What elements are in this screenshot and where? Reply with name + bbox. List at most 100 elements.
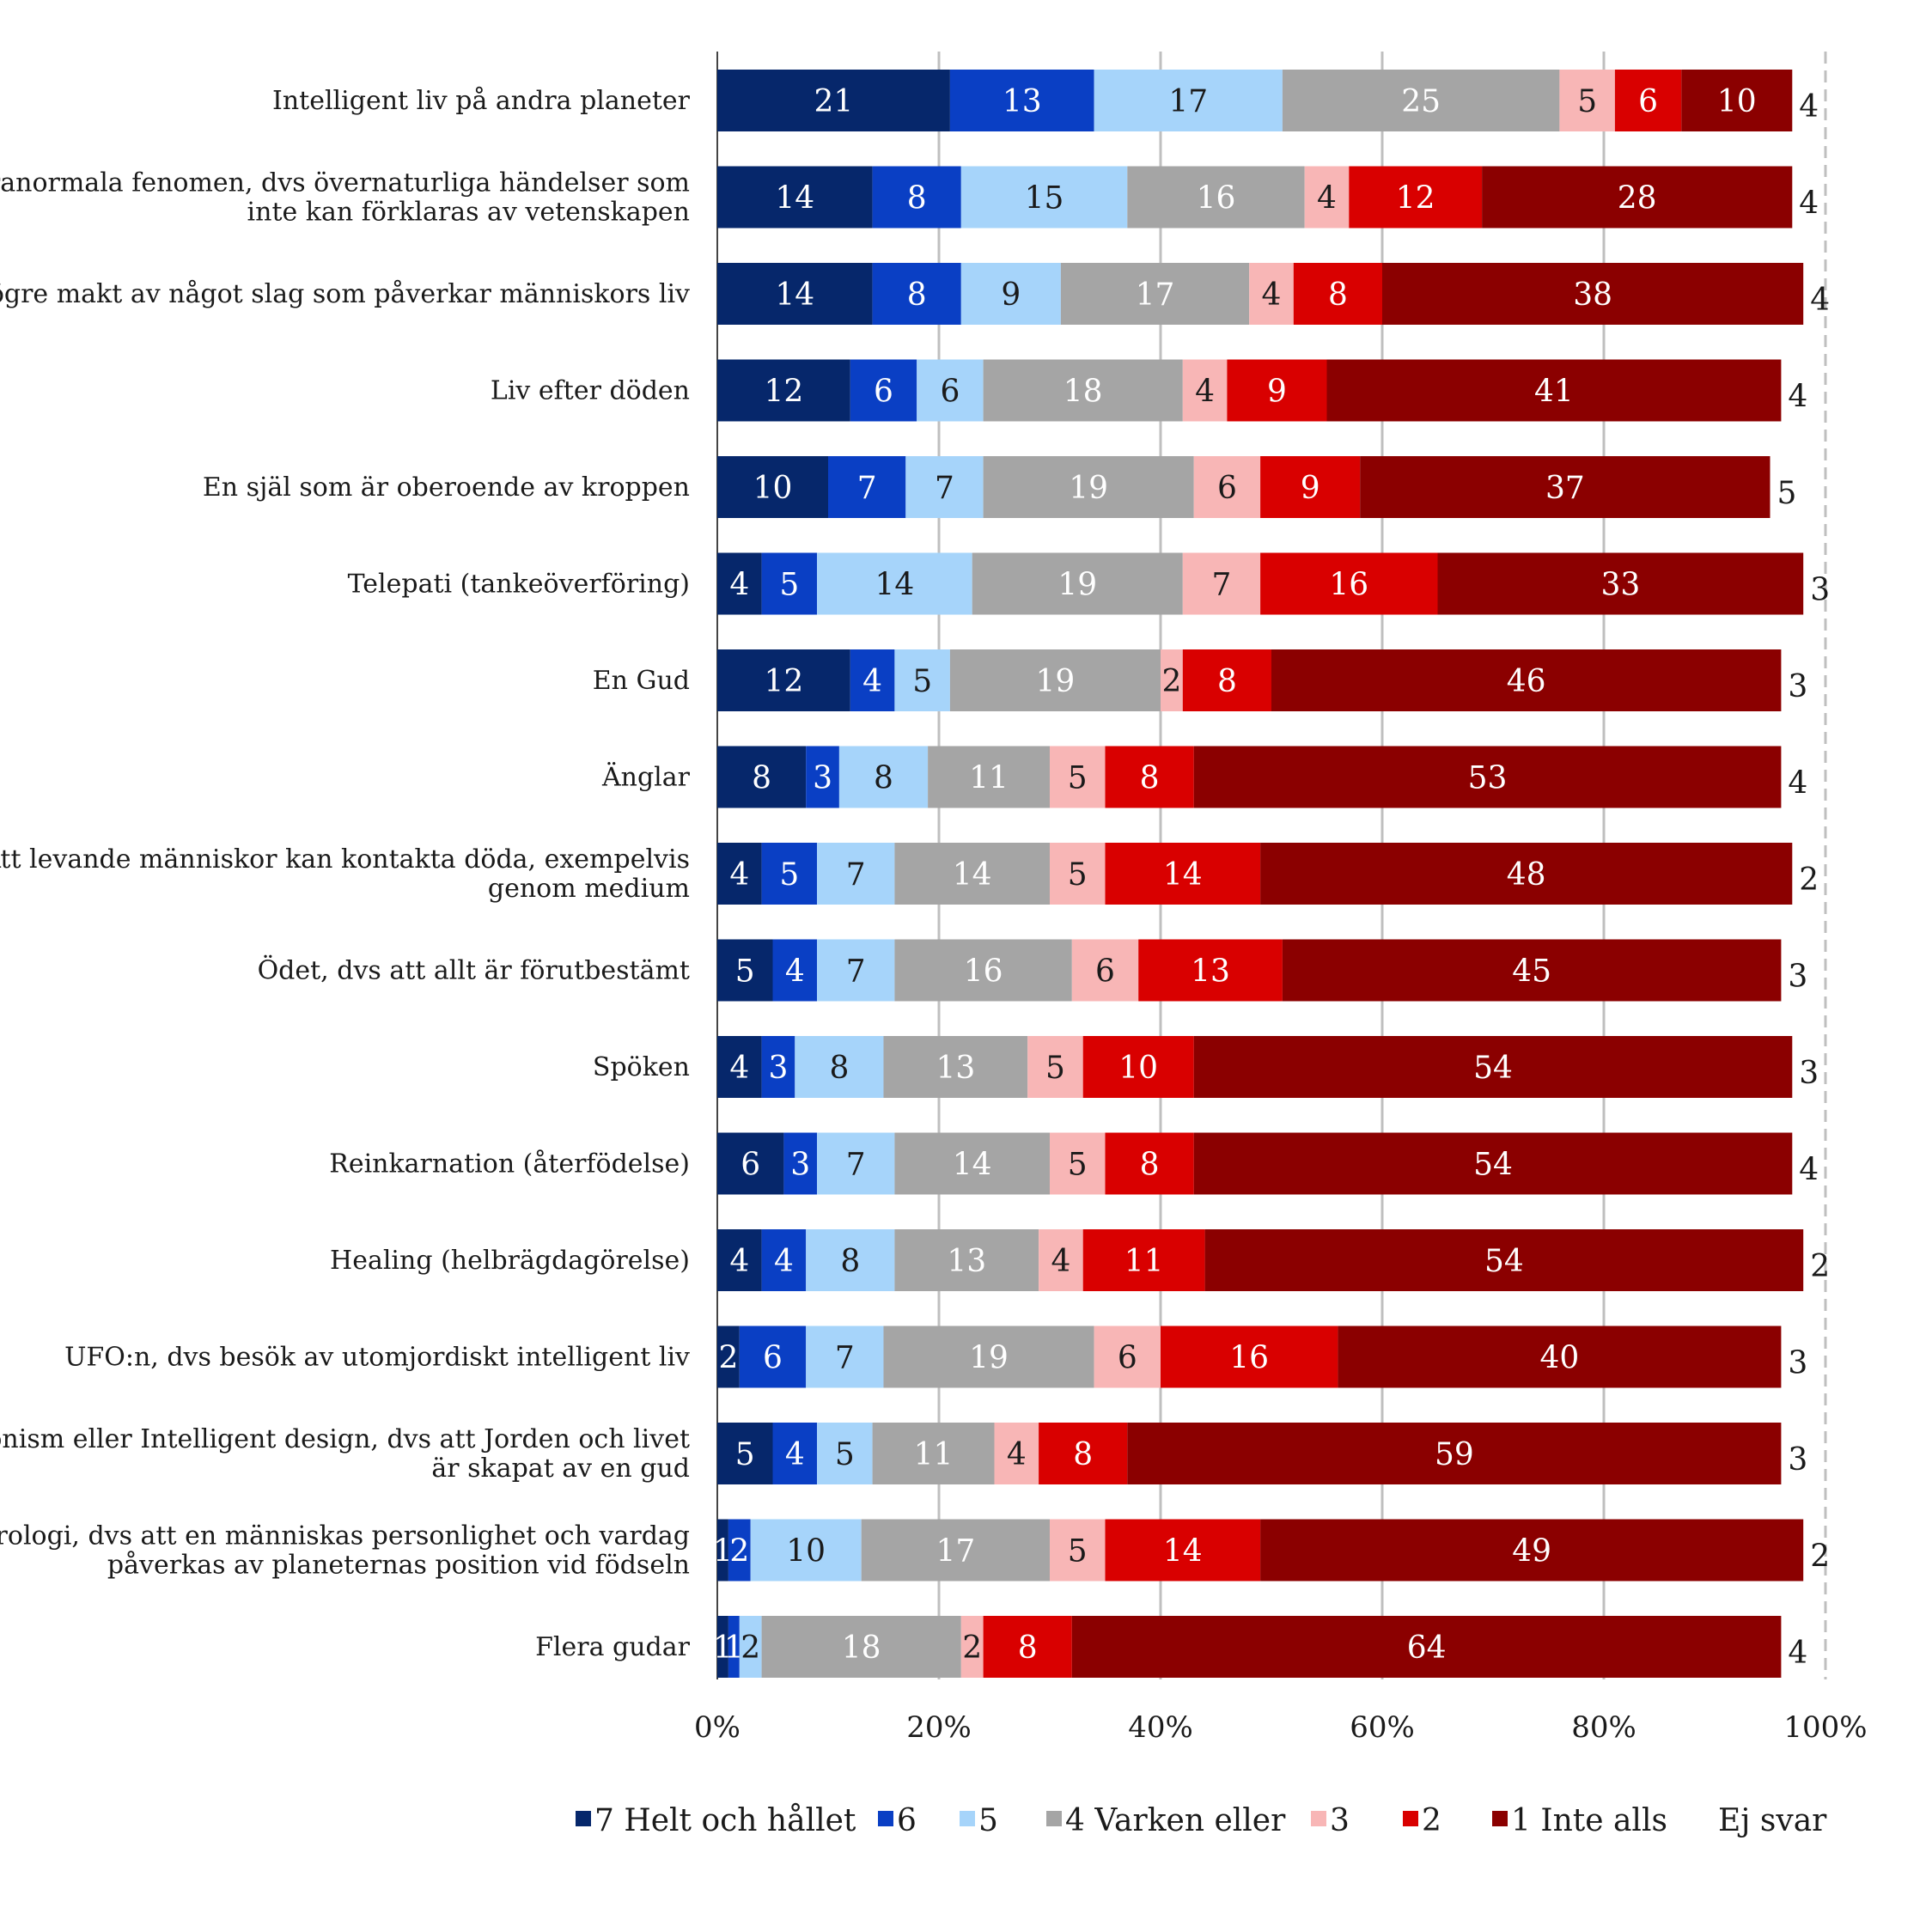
data-label: 17 [936, 1534, 975, 1569]
bar-segment [949, 70, 1094, 131]
data-label: 13 [936, 1051, 975, 1086]
category-label: Reinkarnation (återfödelse) [329, 1149, 690, 1179]
bar-row: 12 4 5 19 2 8 46 3 [717, 649, 1807, 711]
data-label: 5 [735, 1437, 755, 1472]
bar-segment [817, 552, 972, 615]
bar-row: 21 13 17 25 5 6 10 4 [717, 70, 1819, 131]
bar-segment [739, 1326, 807, 1388]
category-label: En högre makt av något slag som påverkar… [0, 279, 690, 309]
ej-svar-label: 4 [1810, 283, 1830, 318]
bar-segment [717, 456, 828, 518]
data-label: 4 [774, 1244, 794, 1279]
bars: 21 13 17 25 5 6 10 414 8 15 16 4 12 28 414 8 9 17 4 8 38 412 6… [713, 70, 1830, 1678]
data-label: 5 [1068, 1148, 1088, 1183]
data-label: 40 [1539, 1341, 1579, 1376]
data-label: 4 [1262, 277, 1282, 313]
bar-segment [983, 359, 1183, 422]
bar-segment [1338, 1326, 1782, 1388]
data-label: 9 [1001, 277, 1021, 313]
bar-segment [1249, 263, 1294, 325]
bar-segment [1161, 1326, 1338, 1388]
data-label: 8 [752, 761, 771, 796]
data-label: 7 [846, 857, 866, 893]
data-label: 13 [947, 1244, 986, 1279]
data-label: 6 [940, 375, 960, 410]
data-label: 13 [1191, 954, 1230, 990]
data-label: 12 [764, 664, 803, 699]
bar-segment [783, 1132, 818, 1195]
data-label: 4 [862, 664, 882, 699]
category-label: Liv efter döden [491, 376, 690, 406]
data-label: 46 [1507, 664, 1546, 699]
bar-segment [1559, 70, 1615, 131]
bar-segment [717, 359, 850, 422]
bar-segment [1105, 843, 1261, 905]
data-label: 18 [842, 1630, 881, 1666]
data-label: 17 [1136, 277, 1175, 313]
bar-segment [1282, 70, 1560, 131]
bar-segment [1482, 166, 1793, 229]
legend-label: 6 [897, 1803, 917, 1838]
data-label: 10 [1717, 84, 1757, 119]
bar-segment [1260, 1519, 1804, 1582]
bar-segment [1050, 1519, 1106, 1582]
bar-segment [1227, 359, 1327, 422]
data-label: 10 [753, 471, 793, 506]
bar-segment [1105, 1519, 1261, 1582]
category-label: är skapat av en gud [431, 1454, 690, 1484]
bar-segment [1193, 1036, 1793, 1098]
bar-segment [717, 1616, 728, 1678]
bar-segment [894, 649, 950, 711]
data-label: 14 [1163, 1534, 1203, 1569]
bar-segment [1071, 1616, 1782, 1678]
data-label: 13 [1003, 84, 1042, 119]
data-label: 5 [1577, 84, 1597, 119]
data-label: 5 [1068, 761, 1088, 796]
data-label: 41 [1534, 375, 1574, 410]
data-label: 54 [1473, 1051, 1513, 1086]
ej-svar-label: 5 [1777, 476, 1797, 511]
bar-segment [1260, 456, 1361, 518]
bar-segment [949, 649, 1161, 711]
data-label: 7 [835, 1341, 855, 1376]
data-label: 4 [1195, 375, 1215, 410]
ej-svar-label: 2 [1810, 1539, 1830, 1575]
data-label: 4 [1317, 181, 1337, 216]
data-label: 16 [1197, 181, 1236, 216]
bar-segment [1271, 649, 1782, 711]
ej-svar-label: 3 [1788, 1442, 1807, 1478]
bar-segment [750, 1519, 862, 1582]
category-label: Astrologi, dvs att en människas personli… [0, 1521, 690, 1551]
legend-swatch [878, 1811, 893, 1826]
bar-segment [1050, 746, 1106, 808]
bar-segment [806, 1229, 895, 1291]
data-label: 2 [718, 1341, 738, 1376]
data-label: 8 [874, 761, 893, 796]
bar-segment [739, 1616, 762, 1678]
ej-svar-label: 3 [1788, 669, 1807, 704]
legend-label: 7 Helt och hållet [594, 1803, 856, 1838]
data-label: 18 [1064, 375, 1103, 410]
data-label: 8 [1328, 277, 1348, 313]
bar-segment [717, 166, 873, 229]
legend-label: 1 Inte alls [1511, 1803, 1667, 1838]
category-label: UFO:n, dvs besök av utomjordiskt intelli… [64, 1343, 690, 1373]
data-label: 5 [835, 1437, 855, 1472]
data-label: 54 [1484, 1244, 1524, 1279]
bar-segment [1614, 70, 1682, 131]
data-label: 5 [779, 568, 799, 603]
data-label: 6 [1217, 471, 1237, 506]
tick-label: 60% [1350, 1710, 1415, 1745]
category-label: Flera gudar [535, 1632, 691, 1662]
data-label: 4 [1007, 1437, 1027, 1472]
data-label: 19 [1069, 471, 1108, 506]
bar-segment [883, 1326, 1094, 1388]
data-label: 4 [729, 1244, 749, 1279]
bar-segment [917, 359, 984, 422]
bar-segment [717, 552, 762, 615]
data-label: 10 [1118, 1051, 1158, 1086]
bar-segment [894, 1132, 1050, 1195]
legend-label: Ej svar [1718, 1803, 1827, 1838]
data-label: 2 [729, 1534, 749, 1569]
bar-segment [817, 939, 895, 1002]
